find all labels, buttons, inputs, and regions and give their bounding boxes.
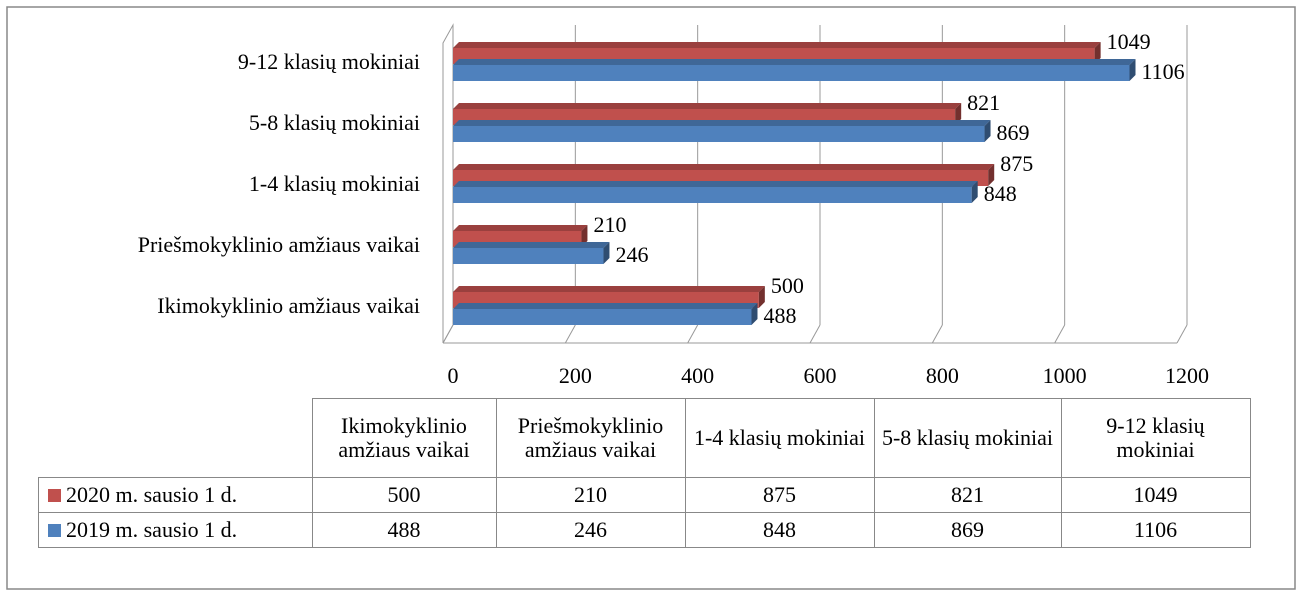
table-corner: [38, 398, 313, 478]
bar-top: [453, 120, 991, 126]
bar-top: [453, 42, 1101, 48]
back-wall-left: [442, 23, 454, 344]
data-label: 488: [763, 303, 796, 328]
bar-top: [453, 303, 758, 309]
y-tick-label: 9-12 klasių mokiniai: [238, 49, 420, 74]
table-cell: 210: [495, 477, 686, 513]
bar-side: [581, 225, 588, 247]
y-tick-label: Ikimokyklinio amžiaus vaikai: [157, 293, 420, 318]
table-header-cell: 1-4 klasių mokiniai: [684, 398, 875, 478]
x-tick-label: 0: [448, 363, 459, 388]
x-tick-label: 200: [559, 363, 592, 388]
table-cell: 488: [311, 512, 497, 548]
bar: [453, 126, 985, 142]
legend-label: 2019 m. sausio 1 d.: [66, 517, 238, 542]
data-label: 500: [771, 273, 804, 298]
table-header-cell: Ikimokyklinio amžiaus vaikai: [311, 398, 497, 478]
grid-line-floor: [442, 324, 454, 344]
grid-line-floor: [809, 324, 821, 344]
table-cell: 500: [311, 477, 497, 513]
bar-side: [1129, 59, 1136, 81]
data-label: 875: [1000, 151, 1033, 176]
bar-side: [971, 181, 978, 203]
y-tick-label: 1-4 klasių mokiniai: [249, 171, 420, 196]
bar: [453, 248, 604, 264]
table-cell: 875: [684, 477, 875, 513]
table-cell: 1049: [1060, 477, 1251, 513]
grid-line-floor: [687, 324, 699, 344]
x-tick-label: 1200: [1165, 363, 1209, 388]
bar-side: [1094, 42, 1101, 64]
table-cell: 869: [873, 512, 1062, 548]
legend-key: [48, 524, 61, 537]
grid-line-floor: [931, 324, 943, 344]
bar-side: [758, 286, 765, 308]
data-label: 821: [967, 90, 1000, 115]
bar-top: [453, 164, 995, 170]
bar-side: [955, 103, 962, 125]
table-row: 2019 m. sausio 1 d. 488 246 848 869 1106: [38, 512, 1251, 548]
chart-border: [6, 6, 1296, 590]
legend-cell: 2020 m. sausio 1 d.: [38, 477, 313, 513]
table-header-cell: Priešmokyklinio amžiaus vaikai: [495, 398, 686, 478]
bar-side: [988, 164, 995, 186]
table-cell: 246: [495, 512, 686, 548]
grid-line-floor: [564, 324, 576, 344]
bar-top: [453, 242, 610, 248]
data-label: 848: [984, 181, 1017, 206]
table-cell: 821: [873, 477, 1062, 513]
bar-side: [751, 303, 758, 325]
x-tick-label: 400: [681, 363, 714, 388]
x-tick-label: 800: [926, 363, 959, 388]
table-cell: 848: [684, 512, 875, 548]
data-label: 1049: [1107, 29, 1151, 54]
bar-top: [453, 103, 962, 109]
grid-line-floor: [1176, 324, 1188, 344]
bar-side: [984, 120, 991, 142]
data-label: 246: [615, 242, 648, 267]
bar-top: [453, 225, 588, 231]
data-label: 869: [997, 120, 1030, 145]
table-header-cell: 5-8 klasių mokiniai: [873, 398, 1062, 478]
table-header-row: Ikimokyklinio amžiaus vaikai Priešmokykli…: [38, 398, 1251, 478]
data-table: Ikimokyklinio amžiaus vaikai Priešmokykli…: [38, 398, 1251, 548]
bar: [453, 309, 752, 325]
legend-key: [48, 489, 61, 502]
bar-top: [453, 59, 1136, 65]
bar: [453, 65, 1130, 81]
grid-line-floor: [1054, 324, 1066, 344]
legend-cell: 2019 m. sausio 1 d.: [38, 512, 313, 548]
y-tick-label: 5-8 klasių mokiniai: [249, 110, 420, 135]
bar-top: [453, 286, 765, 292]
table-row: 2020 m. sausio 1 d. 500 210 875 821 1049: [38, 477, 1251, 513]
table-header-cell: 9-12 klasių mokiniai: [1060, 398, 1251, 478]
data-label: 1106: [1142, 59, 1185, 84]
x-tick-label: 1000: [1043, 363, 1087, 388]
bar-top: [453, 181, 978, 187]
x-tick-label: 600: [804, 363, 837, 388]
table-cell: 1106: [1060, 512, 1251, 548]
legend-label: 2020 m. sausio 1 d.: [66, 482, 238, 507]
y-tick-label: Priešmokyklinio amžiaus vaikai: [138, 232, 420, 257]
data-label: 210: [593, 212, 626, 237]
bar-side: [603, 242, 610, 264]
bar: [453, 187, 972, 203]
